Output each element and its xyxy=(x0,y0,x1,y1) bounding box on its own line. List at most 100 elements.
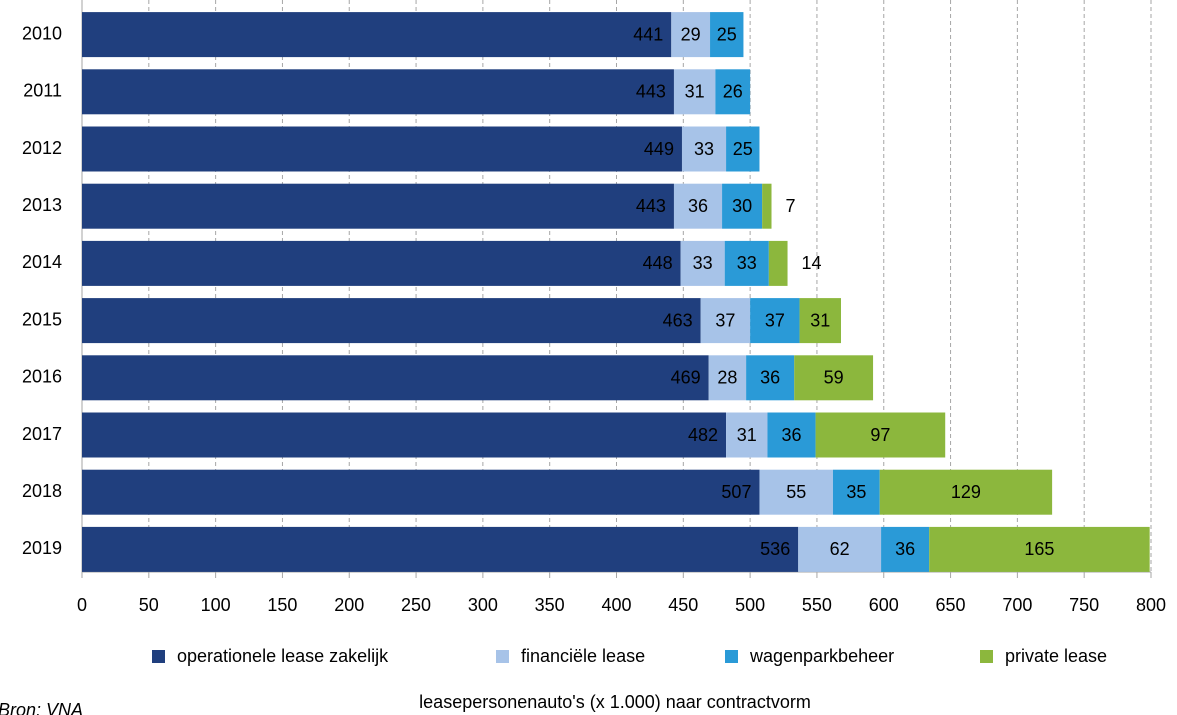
data-label: 33 xyxy=(737,253,757,273)
x-tick-label: 700 xyxy=(1002,595,1032,615)
bar-segment xyxy=(746,355,795,401)
data-label: 443 xyxy=(636,196,666,216)
y-tick-label: 2018 xyxy=(22,481,62,501)
data-label: 463 xyxy=(663,310,693,330)
x-tick-label: 100 xyxy=(201,595,231,615)
data-label: 31 xyxy=(685,82,705,102)
y-tick-label: 2017 xyxy=(22,424,62,444)
data-label: 36 xyxy=(895,539,915,559)
data-label: 62 xyxy=(830,539,850,559)
y-tick-label: 2011 xyxy=(23,81,62,101)
bar-segment xyxy=(82,469,760,515)
bar-segment xyxy=(750,298,800,344)
data-label: 33 xyxy=(693,253,713,273)
bar-segment xyxy=(768,240,788,286)
x-tick-label: 50 xyxy=(139,595,159,615)
data-label: 97 xyxy=(870,425,890,445)
data-label: 25 xyxy=(733,139,753,159)
bar-segment xyxy=(82,12,672,58)
data-label: 36 xyxy=(782,425,802,445)
legend-swatch xyxy=(725,650,738,663)
bar-segment xyxy=(759,469,833,515)
bar-segment xyxy=(710,12,744,58)
data-label: 441 xyxy=(633,24,663,44)
bar-segment xyxy=(832,469,880,515)
data-label: 469 xyxy=(671,368,701,388)
data-label: 33 xyxy=(694,139,714,159)
bar-segment xyxy=(794,355,874,401)
data-label: 7 xyxy=(786,196,796,216)
y-tick-label: 2015 xyxy=(22,309,62,329)
x-tick-label: 800 xyxy=(1136,595,1166,615)
data-label: 31 xyxy=(810,310,830,330)
data-label: 25 xyxy=(717,24,737,44)
bar-segment xyxy=(767,412,816,458)
data-label: 36 xyxy=(688,196,708,216)
data-label: 29 xyxy=(681,24,701,44)
legend-swatch xyxy=(980,650,993,663)
chart-title: leasepersonenauto's (x 1.000) naar contr… xyxy=(419,692,811,712)
data-label: 129 xyxy=(951,482,981,502)
data-label: 59 xyxy=(824,368,844,388)
data-label: 37 xyxy=(765,310,785,330)
y-tick-label: 2016 xyxy=(22,367,62,387)
x-tick-label: 600 xyxy=(869,595,899,615)
bar-segment xyxy=(681,126,727,172)
bar-segment xyxy=(680,240,725,286)
bar-segment xyxy=(881,526,930,572)
bar-segment xyxy=(762,183,772,229)
legend-label: financiële lease xyxy=(521,646,645,666)
bar-segment xyxy=(673,69,716,115)
x-tick-label: 150 xyxy=(267,595,297,615)
bar-segment xyxy=(722,183,763,229)
y-tick-label: 2012 xyxy=(22,138,62,158)
data-label: 35 xyxy=(846,482,866,502)
bar-segment xyxy=(82,69,674,115)
bar-segment xyxy=(82,240,681,286)
data-label: 443 xyxy=(636,82,666,102)
x-tick-label: 400 xyxy=(601,595,631,615)
data-label: 482 xyxy=(688,425,718,445)
x-tick-label: 550 xyxy=(802,595,832,615)
legend-swatch xyxy=(152,650,165,663)
x-tick-label: 250 xyxy=(401,595,431,615)
bar-segment xyxy=(708,355,747,401)
data-label: 448 xyxy=(643,253,673,273)
y-tick-label: 2014 xyxy=(22,252,62,272)
legend-label: wagenparkbeheer xyxy=(749,646,894,666)
bar-segment xyxy=(799,298,841,344)
bar-segment xyxy=(82,355,709,401)
bar-segment xyxy=(700,298,751,344)
x-tick-label: 650 xyxy=(936,595,966,615)
y-tick-label: 2010 xyxy=(22,23,62,43)
data-label: 28 xyxy=(717,368,737,388)
bar-segment xyxy=(82,126,682,172)
source: Bron: VNA xyxy=(0,700,83,715)
bar-segment xyxy=(673,183,723,229)
bar-segment xyxy=(815,412,946,458)
data-label: 55 xyxy=(786,482,806,502)
x-tick-label: 450 xyxy=(668,595,698,615)
data-label: 536 xyxy=(760,539,790,559)
data-label: 26 xyxy=(723,82,743,102)
bar-segment xyxy=(671,12,711,58)
data-label: 37 xyxy=(715,310,735,330)
x-tick-label: 0 xyxy=(77,595,87,615)
legend-swatch xyxy=(496,650,509,663)
bar-segment xyxy=(879,469,1053,515)
data-label: 14 xyxy=(802,253,822,273)
bar-segment xyxy=(715,69,751,115)
bar-segment xyxy=(798,526,882,572)
data-label: 165 xyxy=(1024,539,1054,559)
bar-segment xyxy=(724,240,769,286)
x-tick-label: 300 xyxy=(468,595,498,615)
legend-label: private lease xyxy=(1005,646,1107,666)
bar-segment xyxy=(82,526,799,572)
bar-segment xyxy=(929,526,1150,572)
bar-segment xyxy=(726,126,760,172)
data-label: 31 xyxy=(737,425,757,445)
bar-segment xyxy=(726,412,768,458)
data-label: 507 xyxy=(721,482,751,502)
y-tick-label: 2013 xyxy=(22,195,62,215)
